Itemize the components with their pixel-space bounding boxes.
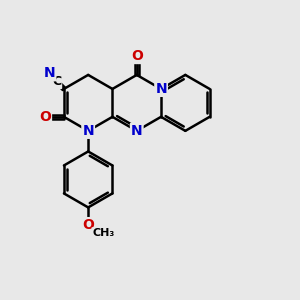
Text: CH₃: CH₃: [92, 228, 115, 238]
Text: O: O: [131, 49, 143, 63]
Text: N: N: [44, 66, 56, 80]
Text: N: N: [82, 124, 94, 138]
Text: C: C: [52, 75, 61, 88]
Text: O: O: [39, 110, 51, 124]
Text: N: N: [155, 82, 167, 96]
Text: O: O: [82, 218, 94, 232]
Text: N: N: [131, 124, 142, 138]
